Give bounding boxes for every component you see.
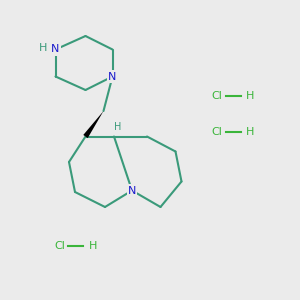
Text: Cl: Cl	[212, 91, 222, 101]
Text: Cl: Cl	[212, 127, 222, 137]
Text: H: H	[88, 241, 97, 251]
Text: N: N	[128, 185, 136, 196]
Text: H: H	[114, 122, 121, 132]
Text: Cl: Cl	[54, 241, 65, 251]
Text: H: H	[39, 43, 47, 53]
Text: N: N	[51, 44, 60, 55]
Polygon shape	[83, 111, 103, 138]
Text: N: N	[108, 71, 117, 82]
Text: H: H	[246, 91, 254, 101]
Text: H: H	[246, 127, 254, 137]
